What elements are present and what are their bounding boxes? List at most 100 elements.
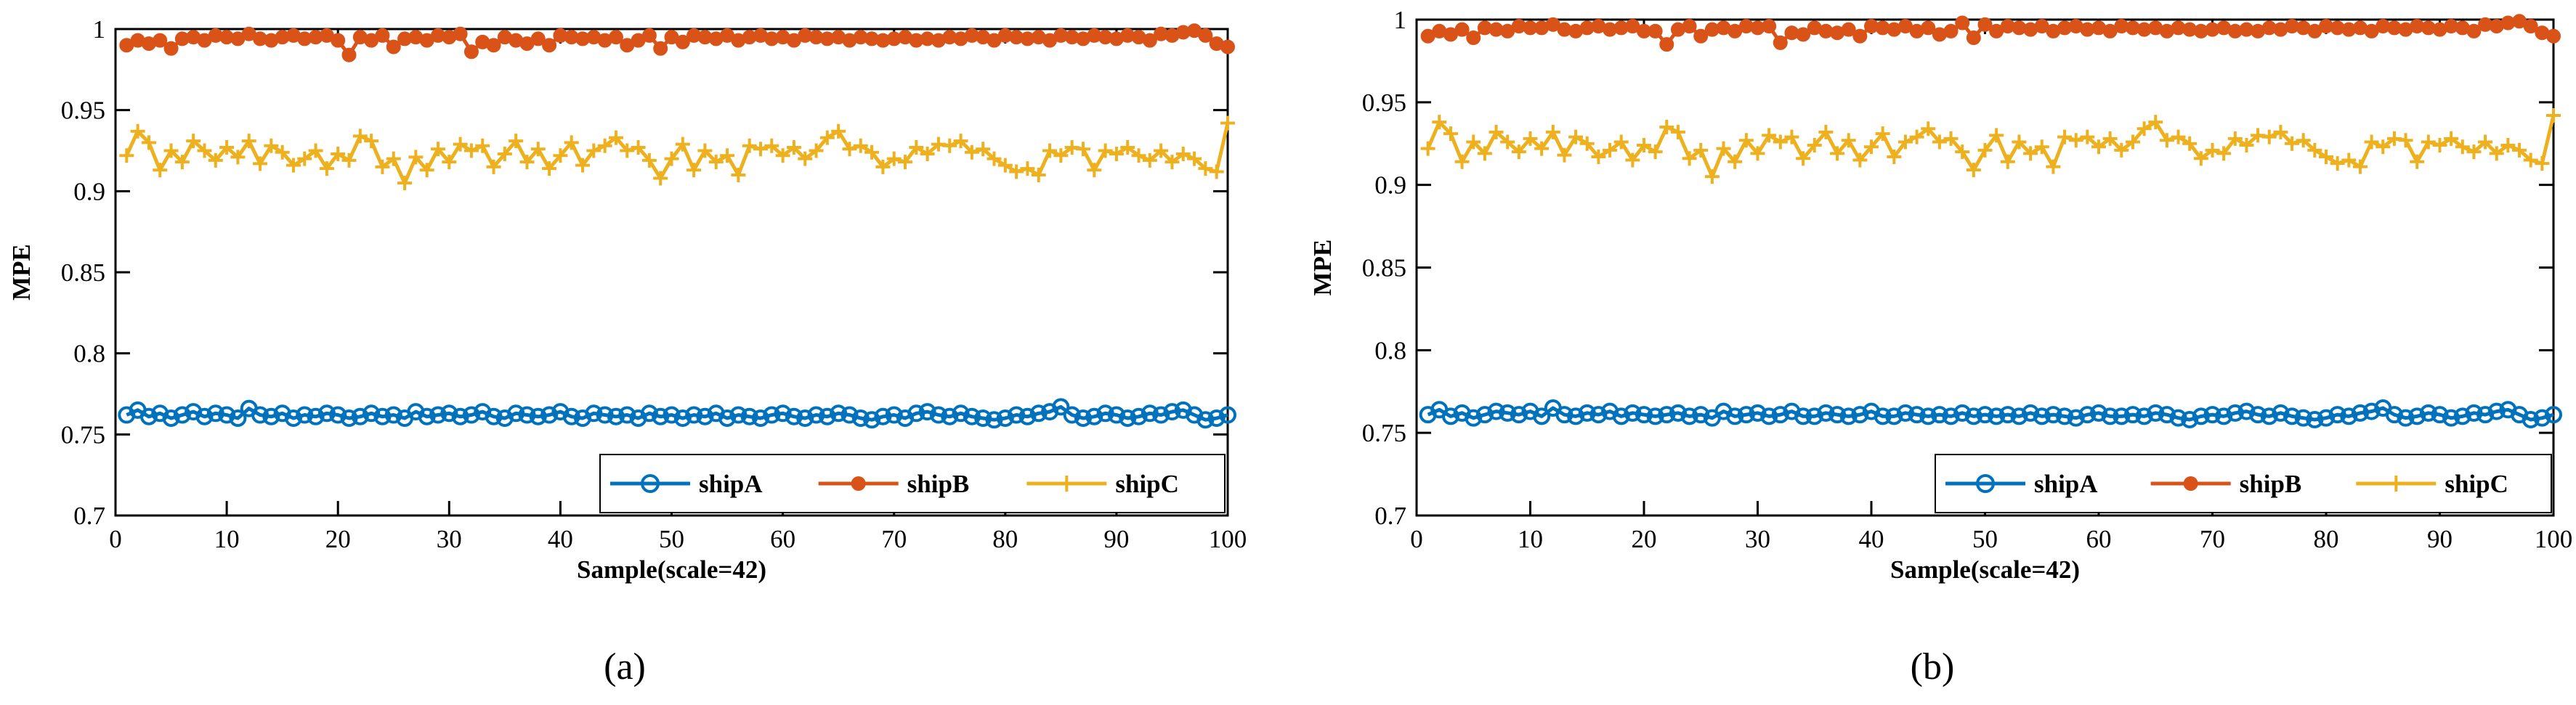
x-tick-label: 70	[2200, 525, 2225, 553]
data-point-shipA	[2249, 406, 2267, 424]
data-point-shipC	[819, 130, 835, 145]
data-point-shipC	[1120, 140, 1135, 155]
data-point-shipA	[596, 406, 614, 424]
data-point-shipA	[929, 406, 947, 424]
x-tick-label: 20	[1632, 525, 1657, 553]
data-point-shipC	[297, 151, 312, 166]
x-tick-label: 40	[1859, 525, 1884, 553]
series-line-shipC	[125, 122, 1230, 185]
data-point-shipC	[920, 146, 935, 161]
data-point-shipA	[2215, 407, 2233, 425]
data-point-shipA	[1163, 403, 1181, 421]
data-point-shipA	[195, 407, 214, 425]
data-point-shipC	[1738, 133, 1754, 148]
data-point-shipC	[1523, 131, 1538, 146]
data-point-shipB	[386, 39, 401, 54]
data-point-shipC	[1209, 164, 1224, 179]
data-point-shipC	[1659, 119, 1674, 134]
data-point-shipC	[2421, 134, 2436, 150]
data-point-shipC	[1075, 142, 1090, 157]
y-tick-label: 0.7	[1374, 502, 1406, 530]
data-point-shipA	[1107, 406, 1125, 424]
data-point-shipA	[296, 406, 314, 424]
data-point-shipC	[1109, 146, 1124, 161]
data-point-shipC	[1432, 115, 1447, 130]
data-point-shipA	[830, 404, 848, 423]
data-point-shipC	[1864, 139, 1879, 155]
x-tick-label: 50	[659, 525, 684, 553]
data-point-shipA	[329, 406, 347, 424]
data-point-shipC	[2227, 131, 2243, 146]
data-point-shipA	[139, 407, 158, 425]
data-point-shipA	[384, 406, 402, 424]
data-point-shipA	[317, 404, 336, 423]
data-point-shipC	[620, 143, 635, 158]
data-point-shipC	[586, 143, 602, 158]
data-point-shipB	[153, 33, 168, 48]
data-point-shipB	[1966, 30, 1981, 46]
y-tick-label: 0.95	[61, 97, 105, 125]
data-point-shipC	[375, 159, 390, 174]
data-point-shipA	[2123, 406, 2142, 424]
data-point-shipA	[2169, 409, 2187, 427]
data-point-shipA	[2397, 409, 2415, 427]
data-point-shipA	[1555, 406, 1573, 424]
data-point-shipB	[463, 44, 479, 60]
data-point-shipC	[909, 140, 924, 155]
data-point-shipC	[564, 135, 579, 150]
data-point-shipC	[1020, 161, 1035, 176]
data-point-shipA	[729, 406, 748, 424]
legend: shipA shipB shipC	[599, 454, 1226, 513]
data-point-shipA	[1930, 406, 1948, 424]
data-point-shipA	[2431, 406, 2449, 424]
data-point-shipC	[1977, 142, 1993, 158]
data-point-shipA	[218, 406, 236, 424]
data-point-shipA	[2044, 406, 2062, 424]
data-point-shipA	[718, 409, 737, 427]
data-point-shipA	[2022, 404, 2040, 422]
data-point-shipB	[1796, 27, 1811, 42]
y-tick-label: 0.75	[61, 420, 105, 449]
data-point-shipC	[2125, 134, 2140, 150]
data-point-shipC	[2023, 146, 2038, 161]
data-point-shipC	[2386, 131, 2402, 146]
data-point-shipC	[575, 158, 591, 173]
data-point-shipB	[163, 41, 179, 56]
data-point-shipA	[2226, 404, 2244, 422]
data-point-shipC	[530, 142, 546, 157]
data-point-shipA	[1760, 407, 1778, 425]
series-shipB	[1420, 14, 2561, 52]
data-point-shipA	[1976, 406, 1994, 424]
data-point-shipC	[1921, 121, 1936, 136]
data-point-shipA	[251, 406, 270, 424]
data-point-shipA	[2056, 407, 2074, 425]
data-point-shipA	[2465, 404, 2483, 422]
data-point-shipC	[675, 136, 690, 152]
x-tick-label: 70	[881, 525, 907, 553]
data-point-shipC	[853, 138, 868, 153]
data-point-shipC	[997, 158, 1013, 173]
data-point-shipC	[686, 163, 702, 178]
series-shipA	[118, 398, 1236, 429]
data-point-shipC	[341, 152, 357, 168]
data-point-shipC	[753, 142, 768, 157]
data-point-shipA	[1207, 409, 1226, 427]
data-point-shipA	[2328, 406, 2346, 424]
data-point-shipA	[1669, 404, 1687, 422]
data-point-shipC	[2466, 144, 2482, 160]
data-point-shipB	[1943, 23, 1959, 38]
data-point-shipC	[2375, 139, 2391, 155]
data-point-shipA	[2522, 410, 2540, 428]
data-point-shipC	[419, 163, 434, 178]
x-tick-label: 80	[992, 525, 1018, 553]
data-point-shipA	[2408, 407, 2426, 425]
legend-marker-shipA	[641, 474, 660, 493]
legend-marker-shipC	[1058, 476, 1075, 492]
data-point-shipC	[141, 135, 156, 150]
data-point-shipA	[841, 406, 859, 424]
data-point-shipA	[229, 409, 247, 427]
data-point-shipC	[2398, 133, 2413, 148]
data-point-shipA	[2419, 404, 2437, 422]
data-point-shipC	[386, 151, 401, 166]
data-point-shipC	[1682, 151, 1697, 166]
